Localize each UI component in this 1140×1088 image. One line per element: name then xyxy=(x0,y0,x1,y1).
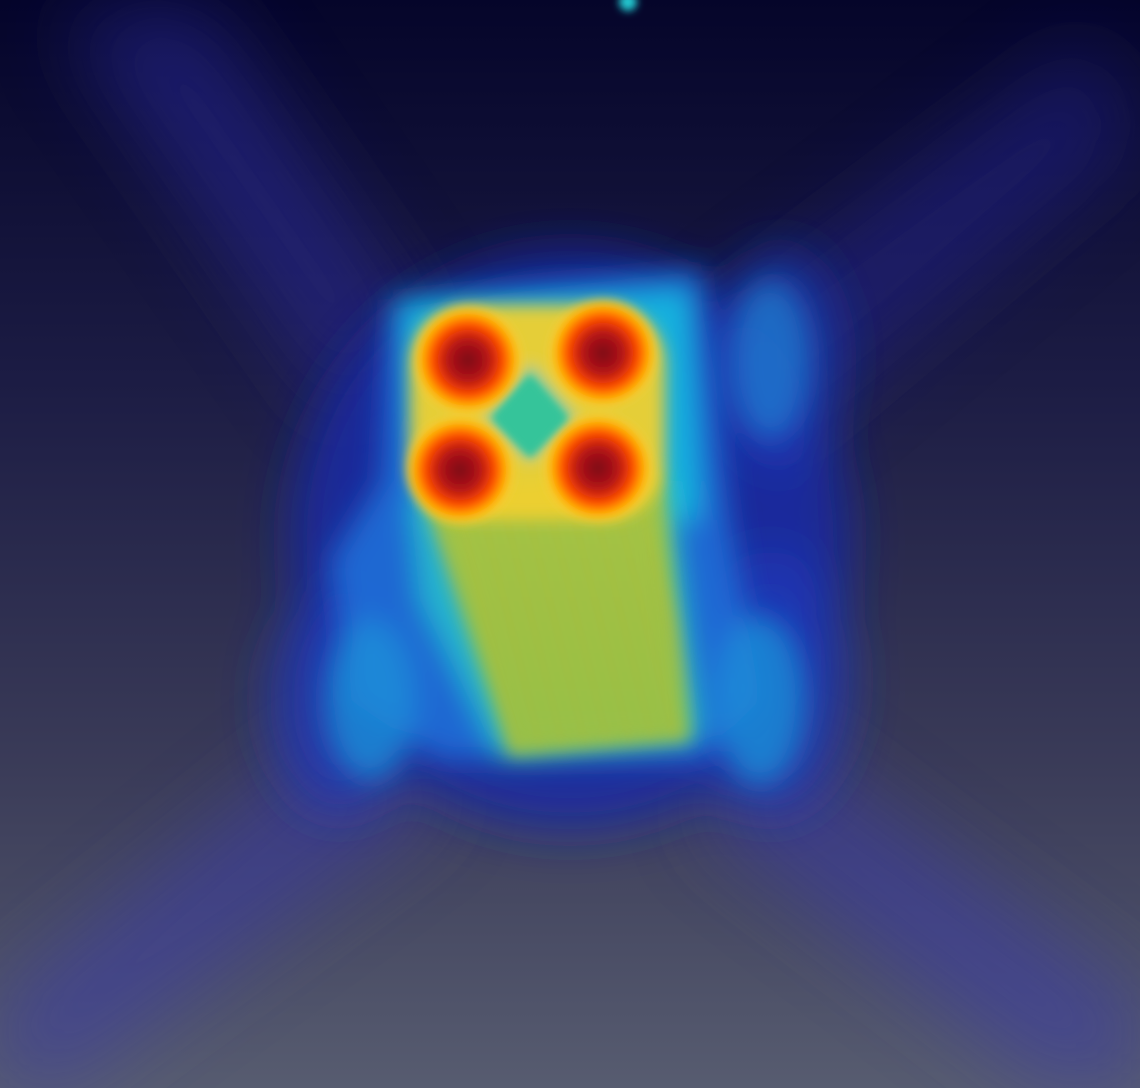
hotspots xyxy=(402,295,661,528)
hotspot-bottom-right xyxy=(540,410,656,526)
hotspot-top-right xyxy=(545,295,661,411)
striped-column xyxy=(425,470,690,755)
hotspot-top-left xyxy=(410,302,526,418)
center-diamond xyxy=(492,375,568,458)
top-marker-dot xyxy=(619,0,637,11)
hotspot-bottom-left xyxy=(402,412,518,528)
